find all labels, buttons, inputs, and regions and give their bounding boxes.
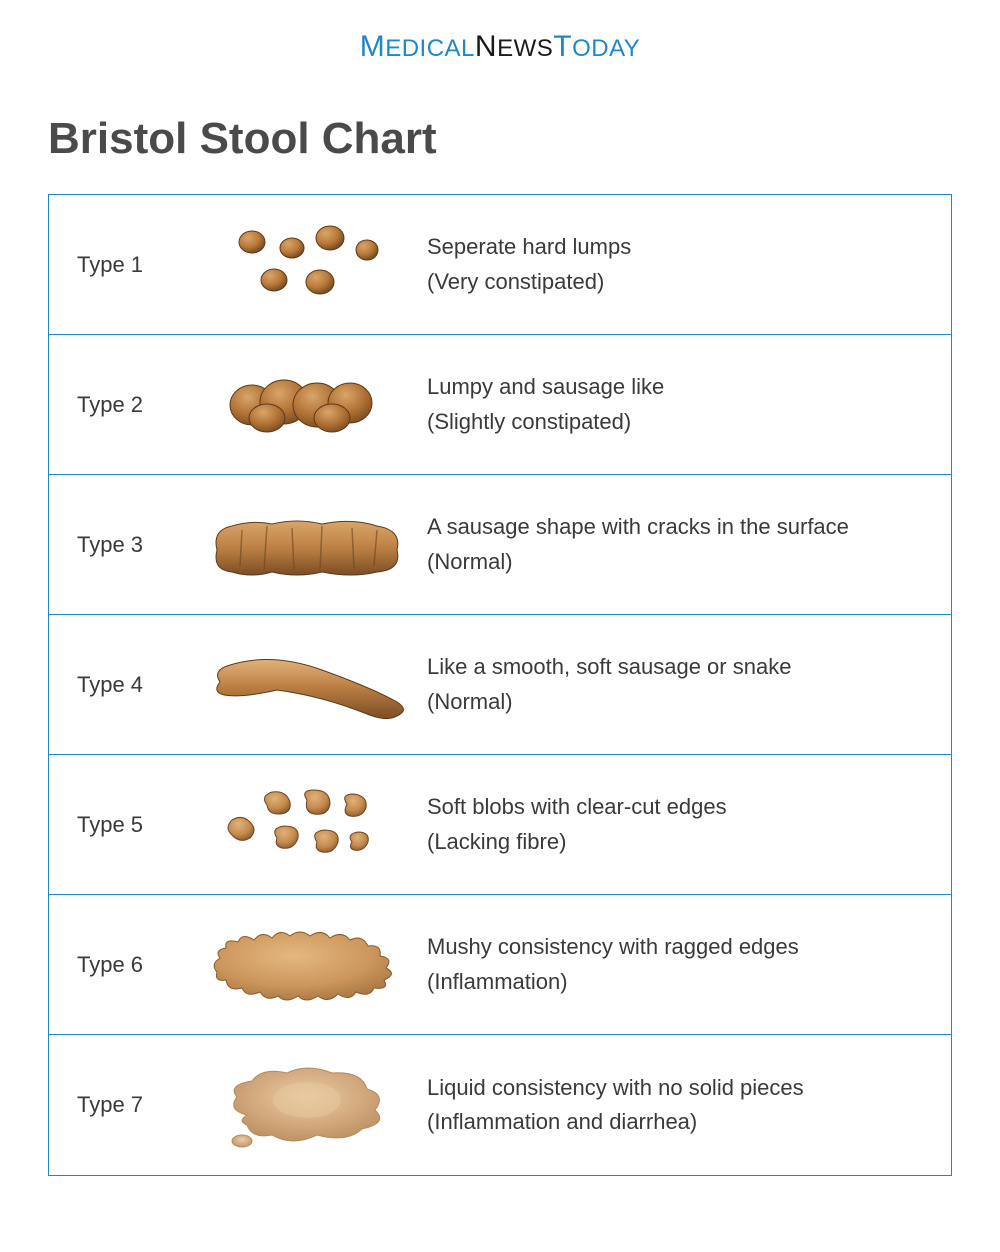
stool-chart-table: Type 1 Seperate hard lumps (Very constip…: [48, 194, 952, 1176]
type1-icon: [197, 220, 417, 310]
type-description: Mushy consistency with ragged edges (Inf…: [417, 930, 931, 998]
type-description: A sausage shape with cracks in the surfa…: [417, 510, 931, 578]
type-label: Type 4: [77, 672, 197, 698]
type-label: Type 1: [77, 252, 197, 278]
type-label: Type 6: [77, 952, 197, 978]
type-label: Type 3: [77, 532, 197, 558]
table-row: Type 7 Liquid consistency with no solid …: [49, 1035, 951, 1175]
type7-icon: [197, 1055, 417, 1155]
type-label: Type 5: [77, 812, 197, 838]
table-row: Type 3 A sausage sh: [49, 475, 951, 615]
type6-icon: [197, 920, 417, 1010]
type-label: Type 2: [77, 392, 197, 418]
type4-icon: [197, 640, 417, 730]
page-title: Bristol Stool Chart: [48, 114, 1000, 164]
type3-icon: [197, 500, 417, 590]
type-description: Soft blobs with clear-cut edges (Lacking…: [417, 790, 931, 858]
type2-icon: [197, 360, 417, 450]
table-row: Type 5 Soft blobs: [49, 755, 951, 895]
table-row: Type 4 Like a smooth, soft sausage or sn…: [49, 615, 951, 755]
brand-logo: MEDICALNEWSTODAY: [0, 0, 1000, 64]
type-description: Like a smooth, soft sausage or snake (No…: [417, 650, 931, 718]
table-row: Type 2 Lumpy and sausage lik: [49, 335, 951, 475]
table-row: Type 1 Seperate hard lumps (Very constip…: [49, 195, 951, 335]
type-label: Type 7: [77, 1092, 197, 1118]
table-row: Type 6 Mushy consistency with ragged edg…: [49, 895, 951, 1035]
type-description: Seperate hard lumps (Very constipated): [417, 230, 931, 298]
type5-icon: [197, 780, 417, 870]
type-description: Liquid consistency with no solid pieces …: [417, 1071, 931, 1139]
type-description: Lumpy and sausage like (Slightly constip…: [417, 370, 931, 438]
